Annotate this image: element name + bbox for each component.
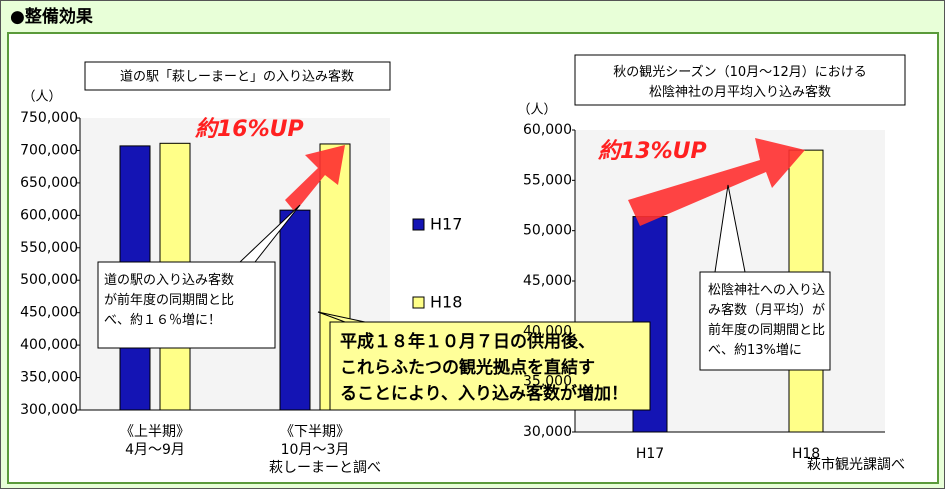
y-tick-label: 600,000 [20, 207, 78, 223]
y-tick-label: 55,000 [523, 172, 572, 188]
title-box [84, 61, 391, 91]
y-tick-label: 40,000 [523, 323, 572, 339]
callout-box [699, 184, 831, 371]
callout-box [97, 204, 301, 349]
y-tick-label: 300,000 [20, 402, 78, 418]
annotation: 約13%UP [598, 138, 707, 164]
page-title: ●整備効果 [10, 6, 93, 27]
title-box [574, 54, 906, 106]
message-box [317, 311, 651, 411]
legend-label: H17 [430, 215, 462, 234]
arrow [628, 138, 805, 226]
y-tick-label: 35,000 [523, 374, 572, 390]
y-tick-label: 650,000 [20, 175, 78, 191]
message: 平成１８年１０月７日の供用後、これらふたつの観光拠点を直結することにより、入り込… [340, 331, 628, 404]
source: 萩市観光課調べ [807, 456, 905, 473]
y-tick-label: 500,000 [20, 272, 78, 288]
x-tick-label: H17 [636, 446, 664, 462]
callout: 松陰神社への入り込み客数（月平均）が前年度の同期間と比べ、約13%増に [708, 282, 825, 358]
arrow [285, 145, 345, 212]
legend-swatch [412, 218, 425, 231]
y-tick-label: 45,000 [523, 273, 572, 289]
annotation: 約16%UP [195, 116, 304, 142]
bar [279, 209, 311, 411]
x-tick-label: H18 [792, 446, 820, 462]
y-axis-label: （人） [517, 103, 556, 118]
x-tick-label: 《下半期》 10月～3月 [280, 424, 350, 458]
y-tick-label: 60,000 [523, 122, 572, 138]
y-axis-label: （人） [22, 90, 61, 105]
chart-title: 道の駅「萩しーまーと」の入り込み客数 [120, 69, 354, 85]
source: 萩しーまーと調べ [269, 460, 381, 476]
y-tick-label: 450,000 [20, 305, 78, 321]
y-tick-label: 50,000 [523, 223, 572, 239]
y-tick-label: 700,000 [20, 142, 78, 158]
y-tick-label: 550,000 [20, 240, 78, 256]
y-tick-label: 750,000 [20, 110, 78, 126]
y-tick-label: 30,000 [523, 424, 572, 440]
callout: 道の駅の入り込み客数が前年度の同期間と比べ、約１６％増に！ [104, 272, 234, 328]
chart-title: 秋の観光シーズン（10月～12月）における松陰神社の月平均入り込み客数 [613, 64, 866, 100]
y-tick-label: 350,000 [20, 370, 78, 386]
x-tick-label: 《上半期》 4月～9月 [120, 424, 190, 458]
legend-swatch [412, 296, 425, 309]
y-tick-label: 400,000 [20, 337, 78, 353]
legend-label: H18 [430, 293, 462, 312]
